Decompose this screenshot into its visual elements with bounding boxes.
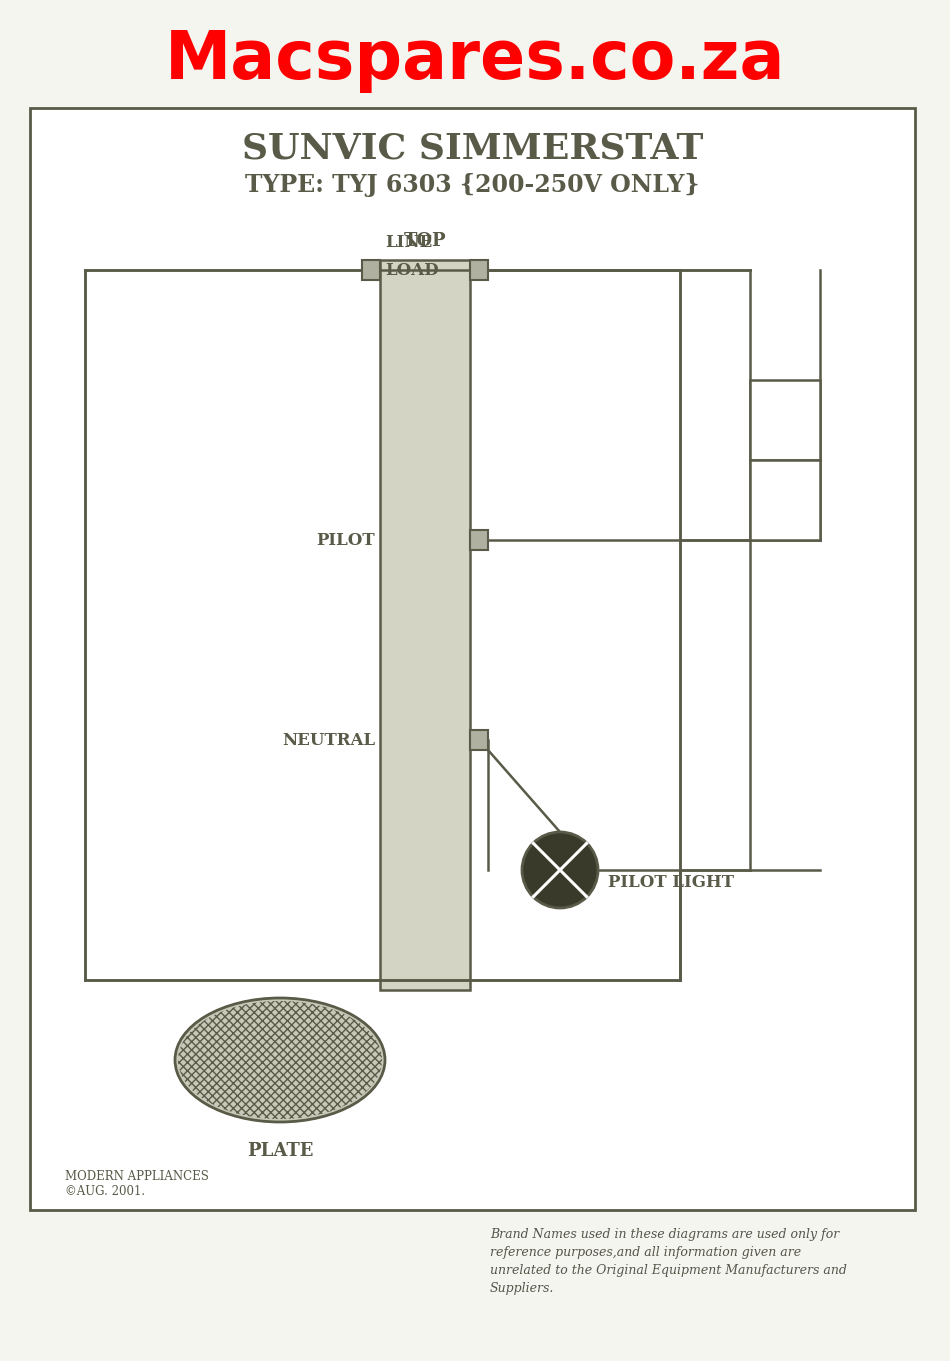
Ellipse shape xyxy=(175,998,385,1121)
Bar xyxy=(750,460,820,540)
Bar xyxy=(85,269,680,980)
Text: SUNVIC SIMMERSTAT: SUNVIC SIMMERSTAT xyxy=(242,131,703,165)
Bar xyxy=(470,729,488,750)
Bar xyxy=(470,260,488,280)
Bar xyxy=(380,260,470,989)
Text: PILOT: PILOT xyxy=(316,532,375,548)
Text: NEUTRAL: NEUTRAL xyxy=(282,731,375,749)
Text: LOAD: LOAD xyxy=(385,261,439,279)
Text: PILOT LIGHT: PILOT LIGHT xyxy=(608,874,734,890)
Circle shape xyxy=(522,832,598,908)
Text: MODERN APPLIANCES
©AUG. 2001.: MODERN APPLIANCES ©AUG. 2001. xyxy=(65,1170,209,1198)
Bar xyxy=(750,380,820,460)
Text: Macspares.co.za: Macspares.co.za xyxy=(164,27,786,93)
Text: Brand Names used in these diagrams are used only for
reference purposes,and all : Brand Names used in these diagrams are u… xyxy=(490,1228,846,1296)
Text: LINE: LINE xyxy=(385,234,432,250)
Text: N: N xyxy=(777,491,793,509)
Bar xyxy=(362,260,380,280)
Bar xyxy=(30,108,915,1210)
Bar xyxy=(470,529,488,550)
Text: PLATE: PLATE xyxy=(247,1142,314,1160)
Text: TYPE: TYJ 6303 {200-250V ONLY}: TYPE: TYJ 6303 {200-250V ONLY} xyxy=(245,173,700,197)
Text: L: L xyxy=(779,411,791,429)
Text: TOP: TOP xyxy=(404,231,446,250)
